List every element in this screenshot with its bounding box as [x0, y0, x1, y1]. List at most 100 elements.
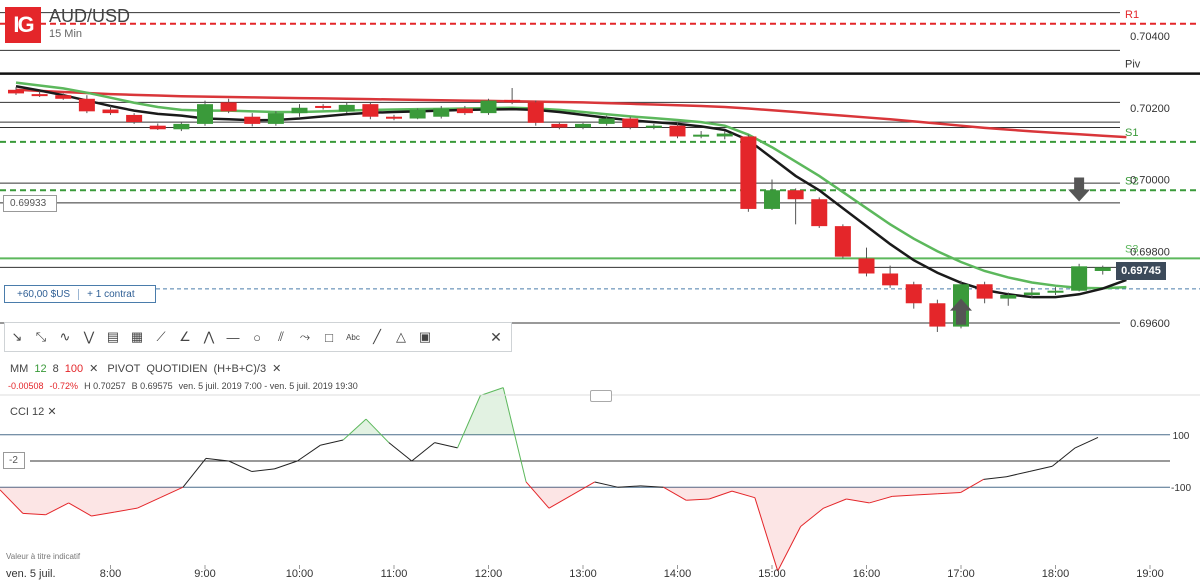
cci-segment	[411, 442, 435, 462]
time-tick-label: 14:00	[664, 568, 692, 580]
triangle-tool[interactable]: △	[396, 329, 406, 344]
pivot-label-s3: S3	[1125, 243, 1138, 255]
candle	[433, 108, 450, 117]
candle	[598, 118, 615, 124]
candle	[693, 134, 710, 137]
price-tick-label: 0.69600	[1130, 318, 1170, 330]
angle-tool[interactable]: ∠	[179, 329, 191, 344]
gann-tool[interactable]: ▦	[130, 329, 144, 344]
cci-period: 12	[32, 406, 45, 418]
candle	[976, 284, 993, 299]
cci-segment	[228, 460, 252, 472]
trend-line-tool[interactable]: ↘	[11, 329, 23, 344]
cci-segment	[823, 498, 847, 509]
candle	[834, 226, 851, 257]
pattern-tool[interactable]: ⋀	[203, 329, 215, 344]
fibonacci-tool[interactable]: ▤	[106, 329, 120, 344]
price-low: B 0.69575	[131, 381, 173, 391]
cci-segment	[731, 490, 756, 499]
time-tick-label: 15:00	[758, 568, 786, 580]
candle	[8, 89, 24, 94]
cci-close-icon[interactable]: ✕	[47, 406, 57, 418]
arrow-tool[interactable]: ⤳	[299, 329, 311, 344]
cci-segment	[800, 507, 824, 527]
candle	[764, 190, 780, 209]
candle	[220, 102, 237, 112]
channel-tool[interactable]: ⤡	[35, 329, 47, 344]
instrument-symbol[interactable]: AUD/USD	[49, 6, 131, 26]
candle	[1047, 290, 1064, 293]
cci-segment	[914, 493, 938, 496]
price-high: H 0.70257	[84, 381, 126, 391]
cci-segment	[869, 495, 893, 504]
candle	[551, 123, 568, 128]
cci-segment	[388, 442, 413, 462]
position-pl: +60,00 $US	[5, 288, 80, 300]
wave-tool[interactable]: ∿	[59, 329, 71, 344]
candle	[480, 100, 497, 114]
candle	[1000, 295, 1017, 299]
price-tick-label: 0.70000	[1130, 175, 1170, 187]
cci-segment	[617, 485, 641, 488]
cci-segment	[1029, 465, 1053, 472]
timeframe-label[interactable]: 15 Min	[49, 28, 83, 40]
ma-label[interactable]: MM	[10, 363, 29, 375]
horizontal-line-tool[interactable]: —	[226, 329, 240, 345]
candle	[338, 104, 355, 112]
line-tool[interactable]: ╱	[373, 329, 381, 344]
ig-logo: IG	[5, 7, 41, 43]
image-tool[interactable]: ▣	[418, 329, 432, 344]
cci-overbought-fill	[348, 387, 515, 435]
cci-segment	[342, 418, 367, 441]
time-tick-label: 12:00	[475, 568, 503, 580]
candle	[787, 190, 804, 200]
rectangle-tool[interactable]: □	[325, 329, 333, 345]
cci-segment	[594, 481, 618, 488]
toolbar-close-icon[interactable]: ✕	[490, 328, 502, 345]
pivot-close-icon[interactable]: ✕	[272, 363, 282, 375]
candle	[622, 118, 639, 128]
candle	[456, 108, 473, 114]
ma-close-icon[interactable]: ✕	[89, 363, 99, 375]
candle	[882, 273, 899, 286]
panel-resize-handle[interactable]	[590, 390, 612, 402]
pivot-label[interactable]: PIVOT	[107, 363, 141, 375]
cci-segment	[846, 498, 870, 504]
cci-segment	[91, 511, 115, 517]
cci-segment	[114, 507, 138, 513]
pivot-label-r1: R1	[1125, 9, 1139, 21]
text-tool[interactable]: Abc	[346, 332, 360, 342]
candle	[244, 116, 261, 124]
cci-label[interactable]: CCI	[10, 406, 29, 418]
candle	[197, 104, 213, 124]
cci-segment	[0, 489, 24, 514]
candle	[102, 109, 119, 114]
pivot-label-s2: S2	[1125, 175, 1138, 187]
cci-segment	[525, 481, 550, 509]
fan-tool[interactable]: ⟋	[156, 329, 166, 344]
price-panel[interactable]: R1 Piv S1 S2 S3	[0, 9, 1200, 332]
pivot-type: QUOTIDIEN	[146, 363, 208, 375]
price-change-pct: -0.72%	[49, 381, 79, 391]
axes: 0.70400 0.70200 0.70000 0.69800 0.69600 8:00 9…	[0, 31, 1200, 580]
pivot-label-piv: Piv	[1125, 59, 1141, 71]
time-tick-label: 18:00	[1042, 568, 1070, 580]
candle	[1071, 266, 1088, 291]
ma-100-line	[15, 88, 1127, 139]
circle-tool[interactable]: ○	[253, 329, 261, 345]
cci-segment	[686, 498, 710, 501]
cci-segment	[182, 458, 207, 488]
ma-period-3: 100	[64, 363, 84, 375]
indicator-legend: MM 12 8 100 ✕ PIVOT QUOTIDIEN (H+B+C)/3 ✕	[10, 362, 287, 375]
time-tick-label: 19:00	[1136, 568, 1164, 580]
pitchfork-tool[interactable]: ⫽	[278, 329, 284, 344]
signal-arrow-up	[950, 298, 972, 325]
candle	[645, 125, 662, 128]
cci-panel[interactable]: 100 -100	[0, 387, 1191, 572]
cci-segment	[45, 502, 69, 516]
time-tick-label: 13:00	[569, 568, 597, 580]
cci-segment	[159, 486, 184, 499]
zigzag-tool[interactable]: ⋁	[83, 329, 95, 344]
position-box[interactable]: +60,00 $US + 1 contrat	[4, 285, 156, 303]
